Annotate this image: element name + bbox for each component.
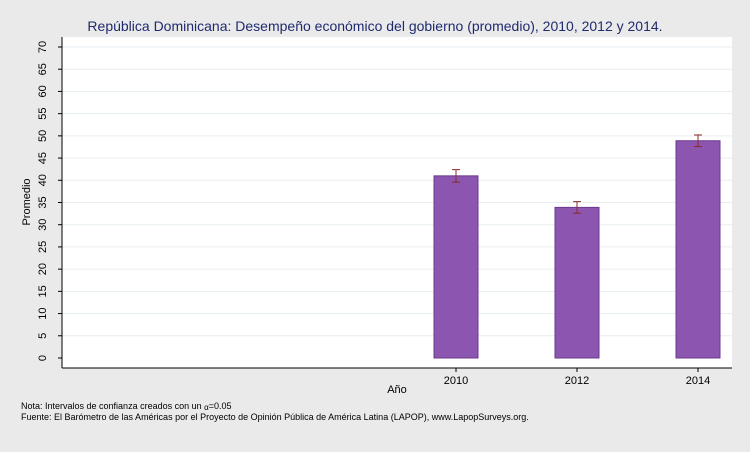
y-tick-label: 60: [37, 85, 49, 97]
y-tick-label: 40: [37, 174, 49, 186]
source-note: Fuente: El Barómetro de las Américas por…: [21, 412, 529, 422]
y-axis-ticks: 0 5 10 15 20 25 30 35 40 45 50 55 60 65 70: [37, 41, 62, 361]
y-tick-label: 10: [37, 307, 49, 319]
x-axis-ticks: 2010 2012 2014: [444, 368, 710, 387]
bar: [433, 175, 479, 359]
y-tick-label: 5: [37, 333, 49, 339]
y-tick-label: 65: [37, 63, 49, 75]
y-tick-label: 70: [37, 41, 49, 53]
y-tick-label: 25: [37, 241, 49, 253]
y-tick-label: 15: [37, 285, 49, 297]
y-axis-label: Promedio: [21, 178, 33, 225]
bar: [554, 206, 600, 359]
y-tick-label: 30: [37, 219, 49, 231]
x-tick-label: 2010: [444, 375, 468, 387]
y-tick-label: 35: [37, 196, 49, 208]
chart-title: República Dominicana: Desempeño económic…: [87, 18, 662, 34]
alpha-symbol: α: [204, 403, 209, 412]
y-tick-label: 20: [37, 263, 49, 275]
error-bars: [452, 134, 702, 214]
x-axis-label: Año: [387, 384, 407, 396]
x-tick-label: 2012: [565, 375, 589, 387]
y-tick-label: 45: [37, 152, 49, 164]
y-tick-label: 50: [37, 130, 49, 142]
note-suffix: =0.05: [208, 401, 232, 411]
y-tick-label: 0: [37, 355, 49, 361]
confidence-note: Nota: Intervalos de confianza creados co…: [21, 401, 232, 412]
y-tick-label: 55: [37, 108, 49, 120]
bar: [675, 140, 721, 359]
x-tick-label: 2014: [686, 375, 710, 387]
gridlines: [62, 46, 732, 337]
note-prefix: Nota: Intervalos de confianza creados co…: [21, 401, 205, 411]
